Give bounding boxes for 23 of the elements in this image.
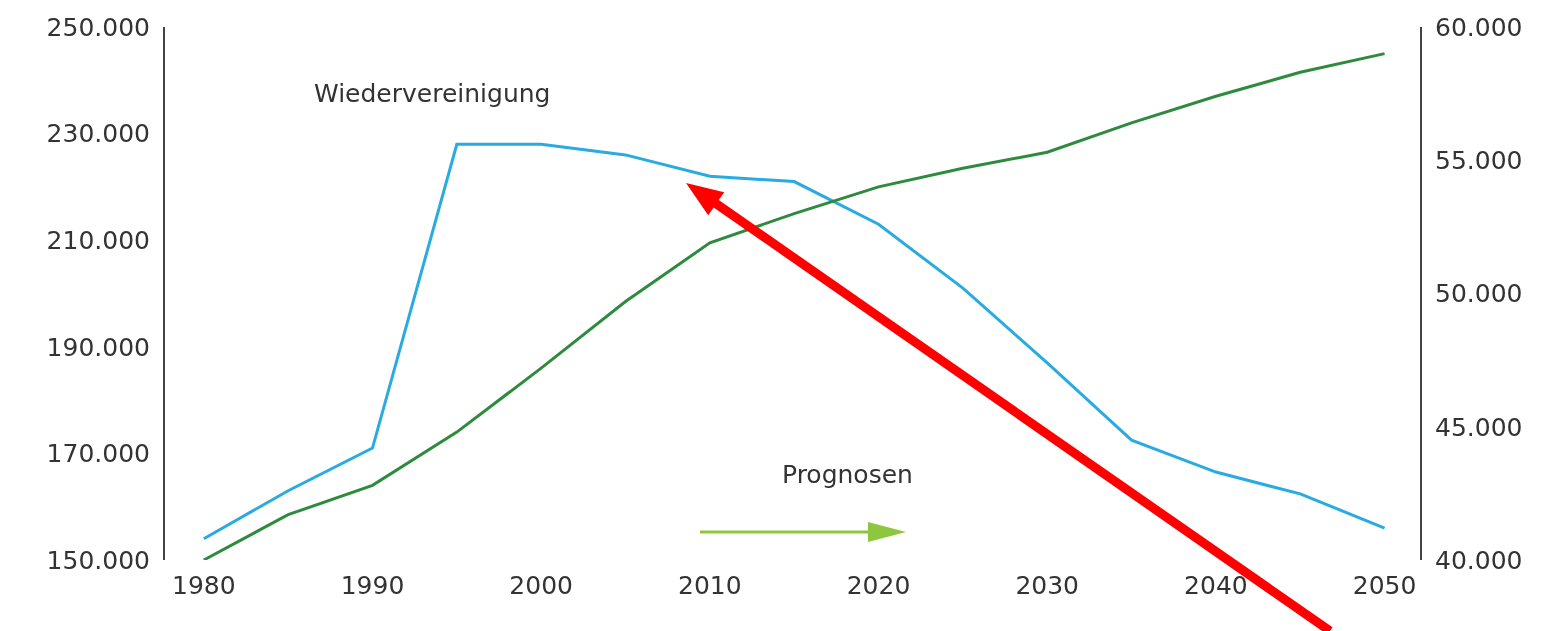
x-tick-label: 2000 [509, 571, 573, 600]
y-tick-label: 230.000 [46, 119, 150, 149]
y-tick-label: 250.000 [46, 12, 150, 42]
y-tick-label: 150.000 [46, 545, 150, 575]
y2-tick-label: 40.000 [1435, 545, 1523, 575]
x-tick-label: 2020 [846, 571, 911, 600]
x-tick-label: 2050 [1352, 571, 1417, 600]
x-tick-label: 2030 [1015, 571, 1080, 600]
x-tick-label: 1980 [171, 571, 236, 600]
x-tick-label: 1990 [340, 571, 405, 600]
line-series [202, 142, 1387, 541]
line-series [202, 52, 1387, 560]
y-tick-label: 170.000 [46, 439, 150, 469]
x-tick-label: 2010 [678, 571, 742, 600]
y2-tick-label: 45.000 [1435, 412, 1523, 442]
y-tick-label: 190.000 [46, 332, 150, 362]
y-tick-label: 210.000 [46, 225, 150, 255]
annotation: Wiedervereinigung [314, 79, 551, 108]
y2-tick-label: 55.000 [1435, 146, 1523, 175]
y2-tick-label: 60.000 [1435, 12, 1523, 42]
annotation: Prognosen [782, 460, 913, 489]
y2-tick-label: 50.000 [1435, 279, 1523, 309]
x-tick-label: 2040 [1184, 571, 1248, 600]
